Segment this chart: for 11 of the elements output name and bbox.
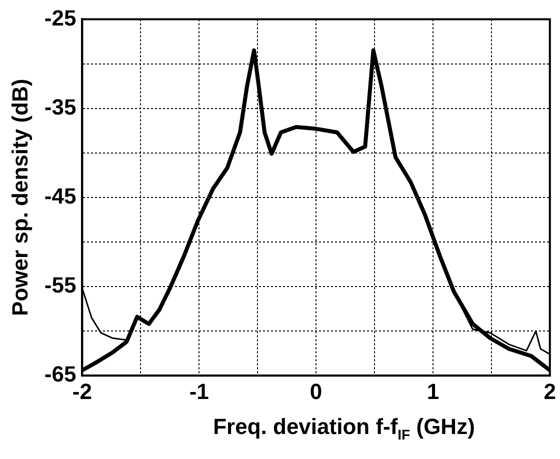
y-axis-title: Power sp. density (dB) [7,78,32,316]
y-tick-label: -35 [44,94,76,120]
x-axis-title: Freq. deviation f-f$_{IF}$ (GHz) [212,414,476,442]
x-tick-label: 2 [544,378,556,404]
y-tick-label: -55 [44,272,76,298]
y-tick-label: -65 [44,362,76,387]
x-tick-label: 1 [426,378,440,404]
y-tick-label: -45 [44,183,76,208]
x-tick-label: 0 [310,378,322,404]
x-tick-label: -1 [189,378,209,404]
y-tick-label: -25 [44,5,76,30]
